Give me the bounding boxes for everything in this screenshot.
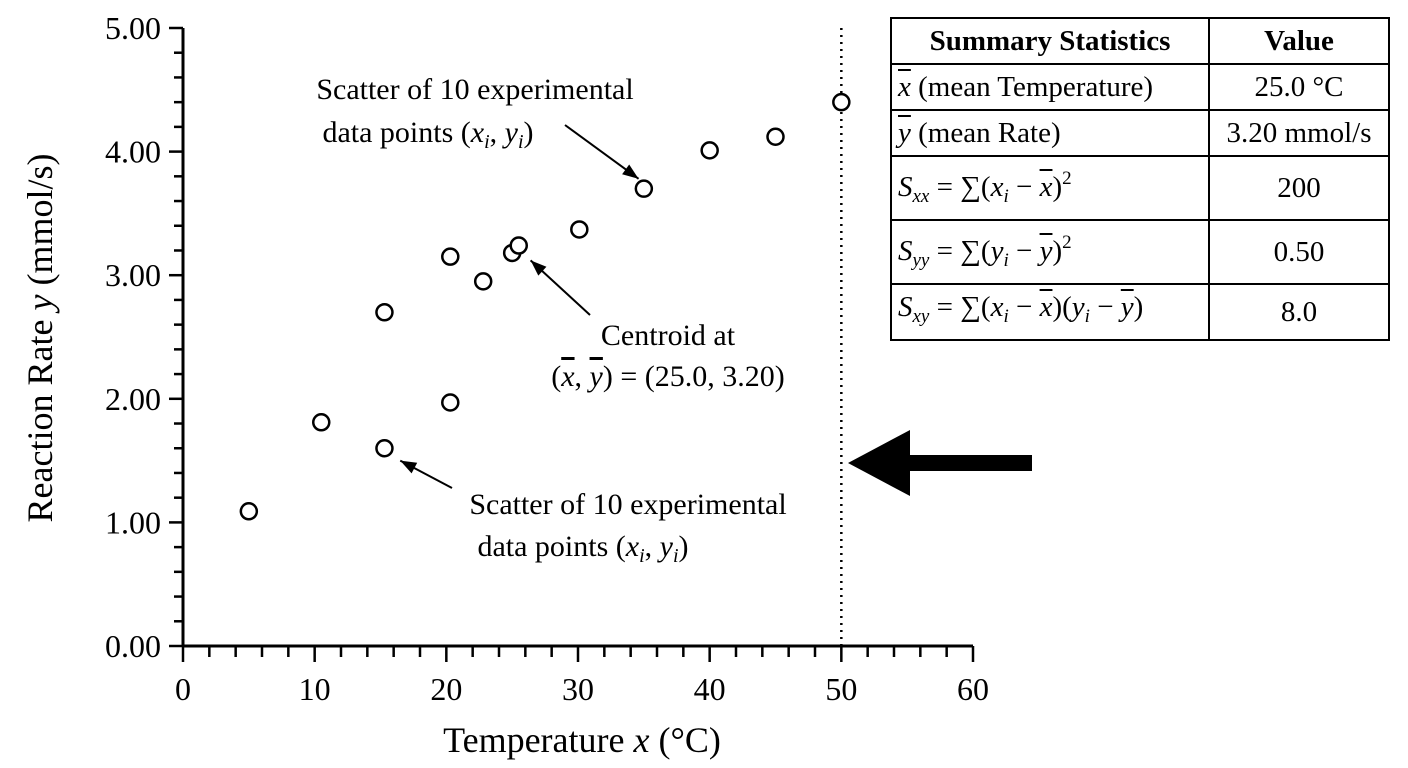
data-point bbox=[570, 220, 589, 239]
data-point bbox=[634, 179, 654, 198]
stat-value: 25.0 °C bbox=[1208, 63, 1390, 111]
data-point bbox=[239, 502, 259, 521]
stat-value: 8.0 bbox=[1208, 283, 1390, 341]
big-arrow-head bbox=[848, 430, 910, 496]
annotation-scatter-top-line1: Scatter of 10 experimental bbox=[316, 73, 633, 106]
annotation-centroid-line2: (x, y) = (25.0, 3.20) bbox=[551, 360, 785, 393]
x-tick-label: 10 bbox=[299, 671, 331, 707]
annotation-arrows bbox=[399, 124, 640, 489]
annotation-centroid-line1: Centroid at bbox=[601, 319, 736, 352]
data-point bbox=[473, 272, 493, 291]
annotation-arrow-head bbox=[400, 460, 418, 474]
data-point bbox=[441, 393, 460, 412]
data-point bbox=[766, 127, 785, 147]
stat-value: 200 bbox=[1208, 155, 1390, 221]
annotation-scatter-bottom-line1: Scatter of 10 experimental bbox=[469, 488, 786, 521]
y-tick-label: 3.00 bbox=[105, 257, 161, 293]
data-points bbox=[239, 92, 851, 521]
x-tick-label: 30 bbox=[562, 671, 594, 707]
stat-label: x (mean Temperature) bbox=[890, 63, 1210, 111]
x-axis-title: Temperature x (°C) bbox=[443, 720, 721, 760]
y-tick-label: 2.00 bbox=[105, 381, 161, 417]
table-row: Sxx = ∑(xi − x)2 200 bbox=[890, 155, 1390, 221]
data-point bbox=[700, 141, 719, 160]
x-tick-label: 0 bbox=[175, 671, 191, 707]
table-header-statistic: Summary Statistics bbox=[890, 17, 1210, 65]
data-point bbox=[375, 303, 394, 322]
table-header-row: Summary Statistics Value bbox=[890, 17, 1390, 65]
stat-value: 0.50 bbox=[1208, 219, 1390, 285]
y-tick-label: 1.00 bbox=[105, 504, 161, 540]
table-row: Syy = ∑(yi − y)2 0.50 bbox=[890, 219, 1390, 285]
annotation-scatter-top-line2: data points (xi, yi) bbox=[322, 116, 533, 153]
stat-value: 3.20 mmol/s bbox=[1208, 109, 1390, 157]
data-point bbox=[312, 413, 331, 432]
stat-label: Sxx = ∑(xi − x)2 bbox=[890, 155, 1210, 221]
annotation-centroid: Centroid at (x, y) = (25.0, 3.20) bbox=[551, 319, 785, 393]
data-point bbox=[375, 438, 394, 458]
stat-label: Sxy = ∑(xi − x)(yi − y) bbox=[890, 283, 1210, 341]
stat-label: Syy = ∑(yi − y)2 bbox=[890, 219, 1210, 285]
big-arrow-shaft bbox=[900, 455, 1032, 471]
annotation-arrow-head bbox=[622, 164, 639, 179]
y-tick-label: 4.00 bbox=[105, 134, 161, 170]
axes: 0 10 20 30 40 50 60 0.00 1.00 2.00 3.00 4.00 5.00 bbox=[105, 10, 989, 707]
annotation-scatter-bottom-line2: data points (xi, yi) bbox=[477, 530, 688, 567]
stat-label: y (mean Rate) bbox=[890, 109, 1210, 157]
data-point bbox=[441, 247, 460, 266]
table-row: x (mean Temperature) 25.0 °C bbox=[890, 63, 1390, 111]
annotation-scatter-bottom: Scatter of 10 experimental data points (… bbox=[469, 488, 786, 567]
y-tick-label: 5.00 bbox=[105, 10, 161, 46]
table-row: Sxy = ∑(xi − x)(yi − y) 8.0 bbox=[890, 283, 1390, 341]
y-axis-title: Reaction Rate y (mmol/s) bbox=[20, 154, 60, 523]
x-tick-label: 40 bbox=[694, 671, 726, 707]
table-row: y (mean Rate) 3.20 mmol/s bbox=[890, 109, 1390, 157]
table-header-value: Value bbox=[1208, 17, 1390, 65]
annotation-scatter-top: Scatter of 10 experimental data points (… bbox=[316, 73, 633, 153]
big-left-arrow bbox=[848, 430, 1032, 496]
x-tick-label: 50 bbox=[825, 671, 857, 707]
data-point bbox=[832, 92, 851, 112]
data-point bbox=[509, 236, 528, 255]
x-tick-label: 20 bbox=[430, 671, 462, 707]
x-tick-label: 60 bbox=[957, 671, 989, 707]
y-tick-label: 0.00 bbox=[105, 628, 161, 664]
annotation-arrow-head bbox=[530, 260, 547, 276]
summary-statistics-table: Summary Statistics Value x (mean Tempera… bbox=[890, 17, 1390, 341]
